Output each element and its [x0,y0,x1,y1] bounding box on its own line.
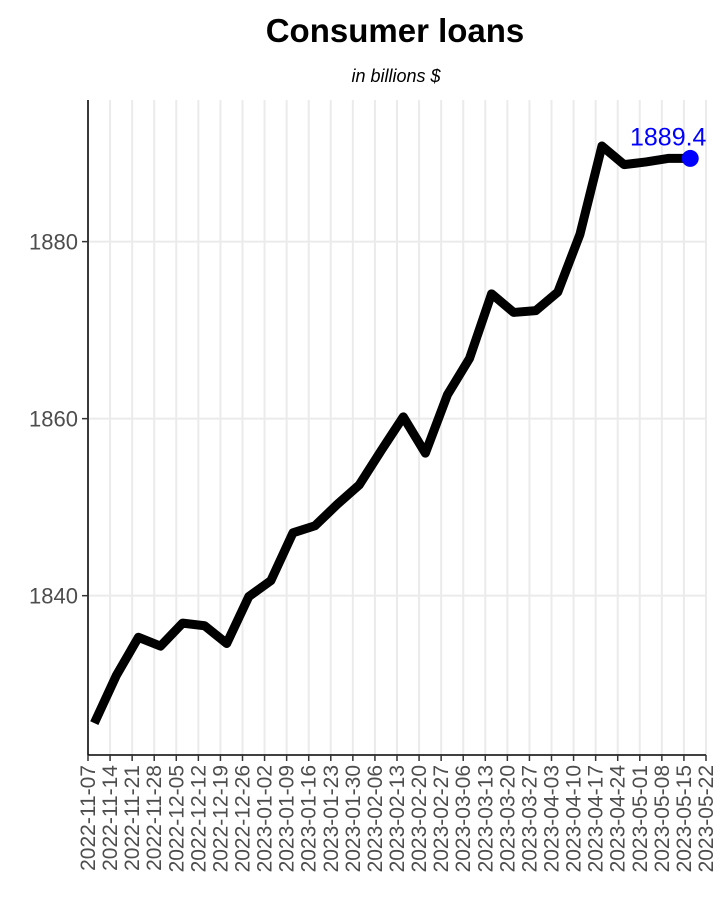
last-value-label: 1889.4 [630,123,707,151]
chart-subtitle: in billions $ [351,66,441,86]
x-tick-label: 2023-03-06 [452,765,475,872]
last-value-point [681,149,699,167]
y-tick-label: 1860 [29,407,78,432]
x-tick-label: 2023-01-16 [298,765,321,872]
x-tick-label: 2023-03-27 [518,765,541,872]
series-line [90,141,691,726]
y-axis-ticks: 1840 1860 1880 [29,230,88,609]
x-tick-label: 2023-03-13 [474,765,497,872]
x-tick-label: 2023-02-27 [430,765,453,872]
x-tick-label: 2022-11-21 [121,765,144,871]
x-tick-label: 2023-04-03 [541,765,564,872]
x-tick-label: 2023-02-20 [408,765,431,872]
x-tick-label: 2023-04-24 [607,765,630,873]
x-tick-label: 2023-04-17 [585,765,608,872]
x-tick-label: 2022-12-12 [187,765,210,872]
x-tick-label: 2023-01-02 [254,765,277,872]
y-tick-label: 1840 [29,584,78,609]
x-tick-label: 2023-03-20 [496,765,519,872]
x-tick-label: 2023-05-15 [673,765,696,872]
x-tick-label: 2023-01-23 [320,765,343,872]
x-tick-label: 2023-05-01 [629,765,652,872]
x-tick-label: 2022-12-19 [209,765,232,872]
x-axis-ticks: 2022-11-07 2022-11-14 2022-11-21 2022-11-28… [77,755,718,872]
x-tick-label: 2023-01-09 [276,765,299,872]
x-tick-label: 2022-11-14 [99,765,122,871]
x-tick-label: 2023-01-30 [342,765,365,872]
x-tick-label: 2022-11-28 [143,765,166,871]
y-tick-label: 1880 [29,230,78,255]
x-tick-label: 2023-04-10 [563,765,586,872]
chart-title: Consumer loans [266,12,525,49]
grid-lines [87,100,707,755]
x-tick-label: 2022-12-05 [165,765,188,872]
x-tick-label: 2023-05-22 [695,765,718,872]
x-tick-label: 2023-05-08 [651,765,674,872]
x-tick-label: 2023-02-13 [386,765,409,872]
x-tick-label: 2023-02-06 [364,765,387,872]
x-tick-label: 2022-12-26 [232,765,255,872]
x-tick-label: 2022-11-07 [77,765,100,871]
